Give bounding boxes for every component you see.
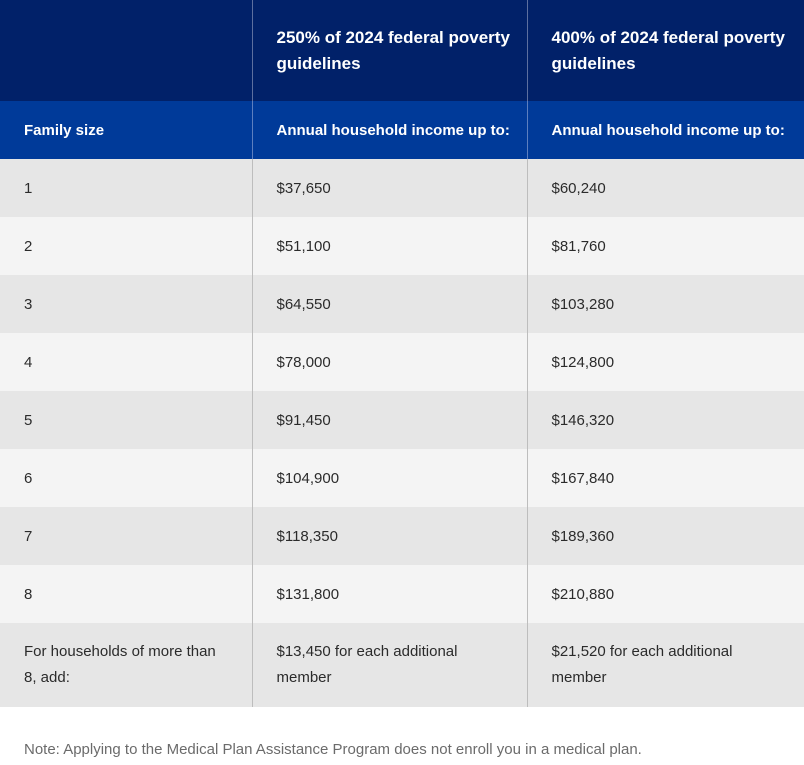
income-400-cell: $210,880 [526,565,804,623]
income-400-cell: $60,240 [526,159,804,217]
income-400-cell: $103,280 [526,275,804,333]
table-row: 4 $78,000 $124,800 [0,333,804,391]
table-row: 8 $131,800 $210,880 [0,565,804,623]
additional-member-400: $21,520 for each additional member [526,623,804,707]
header-250-percent: 250% of 2024 federal poverty guidelines [251,0,527,101]
table-row: 5 $91,450 $146,320 [0,391,804,449]
enrollment-note: Note: Applying to the Medical Plan Assis… [24,741,642,758]
additional-member-label: For households of more than 8, add: [0,623,252,707]
income-250-cell: $64,550 [251,275,527,333]
table-row: 2 $51,100 $81,760 [0,217,804,275]
income-250-cell: $37,650 [251,159,527,217]
additional-member-row: For households of more than 8, add: $13,… [0,623,804,707]
family-size-cell: 2 [0,217,252,275]
family-size-cell: 3 [0,275,252,333]
table-row: 1 $37,650 $60,240 [0,159,804,217]
subheader-income-250: Annual household income up to: [251,101,527,159]
family-size-cell: 4 [0,333,252,391]
family-size-cell: 6 [0,449,252,507]
family-size-cell: 7 [0,507,252,565]
income-250-cell: $91,450 [251,391,527,449]
table-row: 3 $64,550 $103,280 [0,275,804,333]
income-250-cell: $78,000 [251,333,527,391]
income-250-cell: $104,900 [251,449,527,507]
subheader-income-400: Annual household income up to: [526,101,804,159]
income-250-cell: $131,800 [251,565,527,623]
income-400-cell: $167,840 [526,449,804,507]
family-size-cell: 1 [0,159,252,217]
poverty-guidelines-table: 250% of 2024 federal poverty guidelines … [0,0,804,707]
income-400-cell: $189,360 [526,507,804,565]
header-400-percent: 400% of 2024 federal poverty guidelines [526,0,804,101]
table-row: 7 $118,350 $189,360 [0,507,804,565]
income-400-cell: $146,320 [526,391,804,449]
income-250-cell: $51,100 [251,217,527,275]
family-size-cell: 8 [0,565,252,623]
income-400-cell: $124,800 [526,333,804,391]
subheader-family-size: Family size [0,101,252,159]
income-400-cell: $81,760 [526,217,804,275]
header-empty-cell [0,0,252,101]
additional-member-250: $13,450 for each additional member [251,623,527,707]
family-size-cell: 5 [0,391,252,449]
table-row: 6 $104,900 $167,840 [0,449,804,507]
income-250-cell: $118,350 [251,507,527,565]
table-header-row: 250% of 2024 federal poverty guidelines … [0,0,804,101]
table-subheader-row: Family size Annual household income up t… [0,101,804,159]
